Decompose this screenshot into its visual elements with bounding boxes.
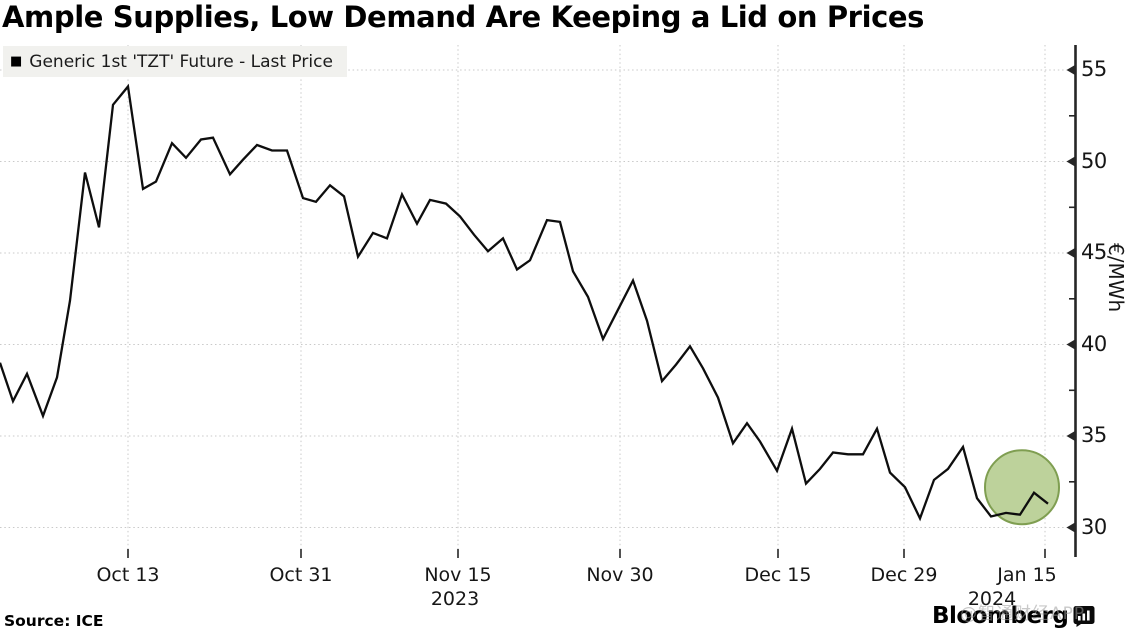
- y-major-tick-icon: [1066, 156, 1075, 167]
- x-axis-tick-label: Jan 15: [997, 564, 1057, 586]
- y-axis-tick-label: 30: [1081, 514, 1107, 539]
- legend-label: Generic 1st 'TZT' Future - Last Price: [29, 51, 333, 72]
- y-major-tick-icon: [1066, 65, 1075, 75]
- chart-title: Ample Supplies, Low Demand Are Keeping a…: [2, 0, 925, 34]
- y-axis-tick-label: 45: [1081, 240, 1107, 264]
- y-axis-tick-label: 40: [1081, 331, 1107, 356]
- y-axis-tick-label: 35: [1081, 423, 1107, 447]
- highlight-circle: [984, 449, 1060, 526]
- bar-chart-bubble-icon: [1073, 606, 1095, 627]
- y-major-tick-icon: [1066, 522, 1075, 533]
- bloomberg-wordmark: Bloomberg: [932, 603, 1069, 629]
- bloomberg-logo: Bloomberg: [932, 603, 1095, 629]
- x-axis-tick-label: Oct 31: [269, 564, 333, 586]
- x-axis-year-label: 2023: [430, 588, 480, 610]
- legend: ■ Generic 1st 'TZT' Future - Last Price: [3, 46, 347, 77]
- y-major-tick-icon: [1066, 431, 1075, 441]
- y-axis-tick-label: 55: [1081, 57, 1107, 81]
- x-axis-tick-label: Dec 29: [870, 564, 938, 586]
- y-axis-tick-label: 50: [1081, 148, 1107, 173]
- watermark: @智通财经APP: [960, 604, 1086, 624]
- source-label: Source: ICE: [4, 612, 104, 630]
- x-axis-year-label: 2024: [967, 588, 1017, 610]
- x-axis-tick-label: Nov 15: [424, 564, 492, 586]
- x-axis-tick-label: Dec 15: [744, 564, 812, 586]
- y-major-tick-icon: [1066, 248, 1075, 258]
- x-axis-tick-label: Oct 13: [96, 564, 160, 586]
- price-line: [0, 83, 1049, 522]
- y-axis-unit-label: €/MWh: [1104, 243, 1128, 313]
- x-axis-tick-label: Nov 30: [586, 564, 654, 586]
- series-marker-icon: ■: [10, 54, 23, 69]
- y-major-tick-icon: [1066, 339, 1075, 350]
